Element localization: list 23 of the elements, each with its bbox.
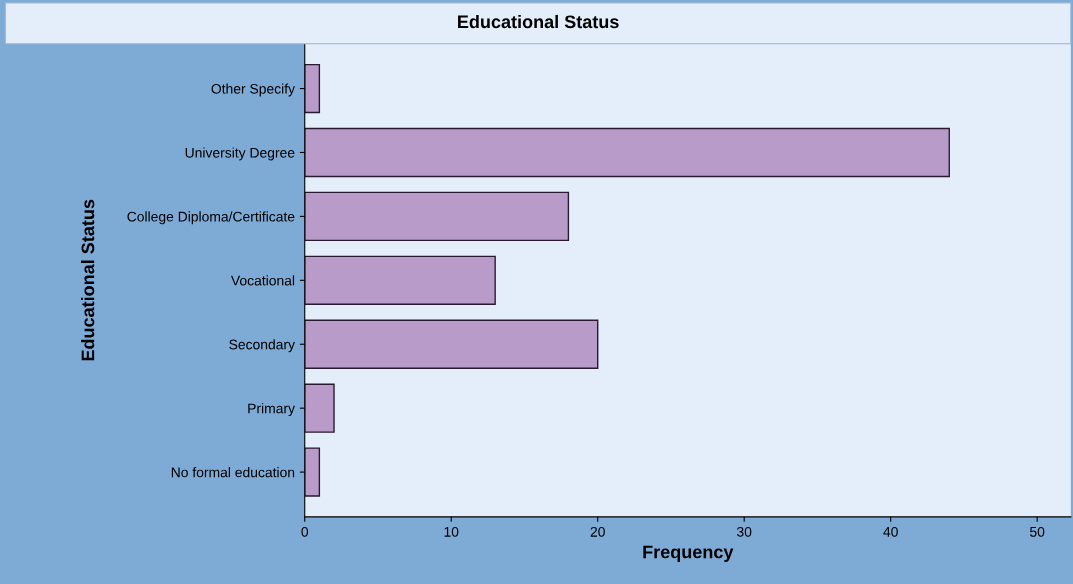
y-axis-title: Educational Status bbox=[81, 199, 95, 361]
bar bbox=[304, 255, 496, 305]
y-tick-label: Vocational bbox=[230, 275, 295, 286]
y-tick-label: College Diploma/Certificate bbox=[127, 211, 295, 225]
x-tick-label: 40 bbox=[883, 526, 898, 537]
y-tick-label: Other Specify bbox=[211, 83, 295, 97]
bar bbox=[304, 447, 321, 497]
y-tick-label: No formal education bbox=[171, 467, 295, 478]
y-tick-label: University Degree bbox=[185, 147, 295, 161]
x-tick-label: 0 bbox=[301, 526, 309, 537]
bar bbox=[304, 319, 599, 369]
bar bbox=[304, 383, 335, 433]
bar bbox=[304, 191, 570, 242]
x-tick-label: 20 bbox=[590, 526, 605, 537]
x-axis-title: Frequency bbox=[643, 545, 734, 562]
chart-title: Educational Status bbox=[458, 14, 619, 29]
y-tick-label: Primary bbox=[248, 403, 295, 417]
bar bbox=[304, 63, 321, 114]
x-tick-label: 50 bbox=[1029, 526, 1045, 537]
x-tick-label: 10 bbox=[444, 526, 459, 537]
y-tick-label: Secondary bbox=[229, 339, 295, 353]
x-tick-label: 30 bbox=[737, 526, 752, 537]
bar bbox=[304, 127, 950, 178]
